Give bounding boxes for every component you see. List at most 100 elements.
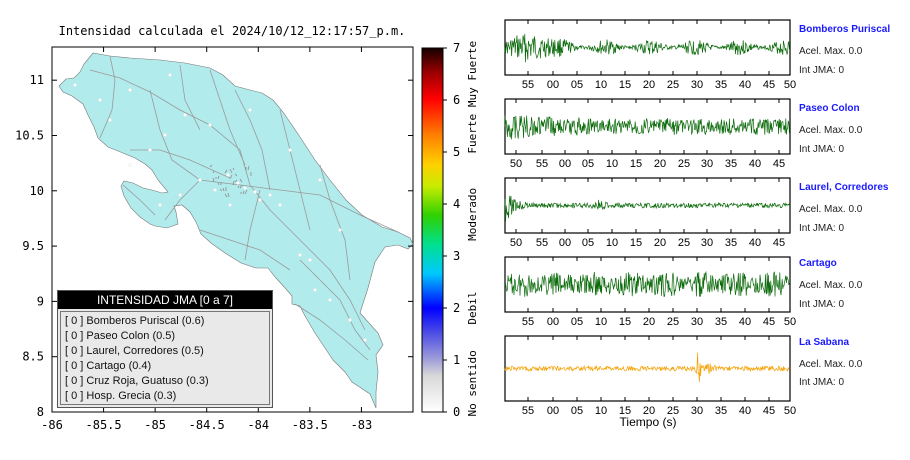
colorbar-ticks: 0 1 2 3 4 5 6 7: [443, 41, 460, 419]
waveform-tick-label: 10: [606, 158, 618, 170]
road-line: [244, 189, 248, 195]
waveform-tick-label: 50: [784, 79, 796, 91]
colorbar-tick-label: 4: [453, 197, 460, 211]
station-dot: [128, 88, 132, 92]
waveform-tick-label: 15: [619, 79, 631, 91]
colorbar-category-label: No sentido: [466, 350, 479, 416]
map-y-tick-label: 10: [30, 184, 44, 198]
waveform-tick-label: 50: [510, 237, 522, 249]
station-dot: [73, 83, 77, 87]
colorbar-category-label: Muy Fuerte: [466, 41, 479, 107]
waveform-tick-label: 25: [667, 405, 679, 417]
station-dot: [258, 198, 262, 202]
legend-item: [ 0 ] Bomberos Puriscal (0.6): [65, 315, 205, 327]
map-y-tick-label: 9: [37, 294, 44, 308]
station-dot: [248, 108, 252, 112]
map-x-tick-label: -85.5: [86, 418, 122, 432]
waveform-tick-label: 35: [715, 316, 727, 328]
waveform-tick-label: 00: [559, 158, 571, 170]
legend-title: INTENSIDAD JMA [0 a 7]: [58, 291, 272, 309]
station-dot: [228, 203, 232, 207]
station-name: Laurel, Corredores: [799, 182, 889, 193]
waveform-tick-label: 25: [667, 79, 679, 91]
map-y-axis: 11 10.5 10 9.5 9 8.5 8: [15, 73, 413, 419]
colorbar-labels: No sentido Debil Moderado Fuerte Muy Fuerte: [466, 41, 479, 417]
land-polygon: [58, 52, 414, 409]
map-x-tick-label: -83.5: [292, 418, 328, 432]
station-dot: [313, 288, 317, 292]
colorbar: [421, 47, 444, 413]
waveform-tick-label: 25: [678, 158, 690, 170]
waveform-tick-label: 00: [547, 405, 559, 417]
waveform-tick-label: 45: [763, 316, 775, 328]
station-name: La Sabana: [799, 337, 850, 348]
waveform-tick-label: 10: [606, 237, 618, 249]
station-dot: [328, 298, 332, 302]
road-line: [239, 178, 243, 183]
waveform-tick-label: 05: [571, 79, 583, 91]
station-dot: [108, 118, 112, 122]
road-line: [299, 259, 371, 351]
station-dot: [278, 203, 282, 207]
map-y-tick-label: 8.5: [22, 350, 44, 364]
road-line: [232, 167, 235, 171]
road-line: [234, 89, 271, 191]
road-line: [294, 303, 369, 361]
waveform-trace: [504, 352, 790, 383]
waveform-tick-label: 40: [749, 158, 761, 170]
station-dot: [288, 148, 292, 152]
waveform-tick-label: 05: [571, 405, 583, 417]
waveform-panel: 55 00 05 10 15 20 25 30 35 40 45 50: [504, 19, 796, 91]
waveform-tick-label: 55: [536, 237, 548, 249]
waveform-tick-label: 15: [619, 316, 631, 328]
road-line: [234, 173, 238, 177]
map-x-tick-label: -84.5: [189, 418, 225, 432]
station-peak-accel: Acel. Max. 0.0: [799, 46, 863, 57]
waveform-tick-label: 40: [739, 405, 751, 417]
intensity-legend: INTENSIDAD JMA [0 a 7] [ 0 ] Bomberos Pu…: [57, 290, 273, 408]
legend-item: [ 0 ] Hosp. Grecia (0.3): [65, 390, 177, 402]
colorbar-tick-label: 7: [453, 41, 460, 55]
road-line: [199, 229, 291, 271]
road-line: [237, 185, 240, 189]
waveform-tick-label: 50: [784, 405, 796, 417]
legend-item: [ 0 ] Cruz Roja, Guatuso (0.3): [65, 375, 209, 387]
waveform-tick-label: 40: [739, 79, 751, 91]
station-peak-accel: Acel. Max. 0.0: [799, 125, 863, 136]
colorbar-tick-label: 1: [453, 353, 460, 367]
road-line: [234, 179, 238, 183]
station-dot: [226, 173, 230, 177]
road-line: [244, 189, 261, 261]
station-int-jma: Int JMA: 0: [799, 223, 845, 234]
road-line: [249, 184, 366, 331]
waveform-panels: 55 00 05 10 15 20 25 30 35 40 45 50 50 55 00 05 10 15 20 25…: [504, 19, 796, 417]
station-dot: [183, 113, 187, 117]
station-int-jma: Int JMA: 0: [799, 377, 845, 388]
waveform-tick-label: 35: [715, 405, 727, 417]
road-line: [232, 180, 235, 186]
colorbar-tick-label: 6: [453, 93, 460, 107]
station-int-jma: Int JMA: 0: [799, 299, 845, 310]
colorbar-category-label: Moderado: [466, 188, 479, 241]
map-x-axis: -86 -85.5 -85 -84.5 -84 -83.5 -83: [41, 47, 372, 432]
waveform-tick-label: 55: [522, 405, 534, 417]
waveform-tick-label: 20: [643, 405, 655, 417]
legend-item: [ 0 ] Paseo Colon (0.5): [65, 330, 176, 342]
road-line: [242, 190, 245, 195]
station-dot: [178, 193, 182, 197]
costa-rica-landmass: [58, 52, 414, 409]
waveform-tick-label: 05: [582, 237, 594, 249]
station-int-jma: Int JMA: 0: [799, 65, 845, 76]
station-name: Paseo Colon: [799, 103, 860, 114]
waveform-tick-label: 20: [654, 158, 666, 170]
station-name: Cartago: [799, 258, 837, 269]
waveform-tick-label: 30: [701, 237, 713, 249]
road-line: [219, 188, 223, 192]
road-line: [212, 177, 215, 183]
waveform-tick-label: 00: [547, 79, 559, 91]
waveform-tick-label: 40: [749, 237, 761, 249]
station-name: Bomberos Puriscal: [799, 24, 891, 35]
station-dots: [73, 73, 367, 342]
legend-list: [ 0 ] Bomberos Puriscal (0.6) [ 0 ] Pase…: [60, 311, 270, 405]
waveform-tick-label: 55: [536, 158, 548, 170]
